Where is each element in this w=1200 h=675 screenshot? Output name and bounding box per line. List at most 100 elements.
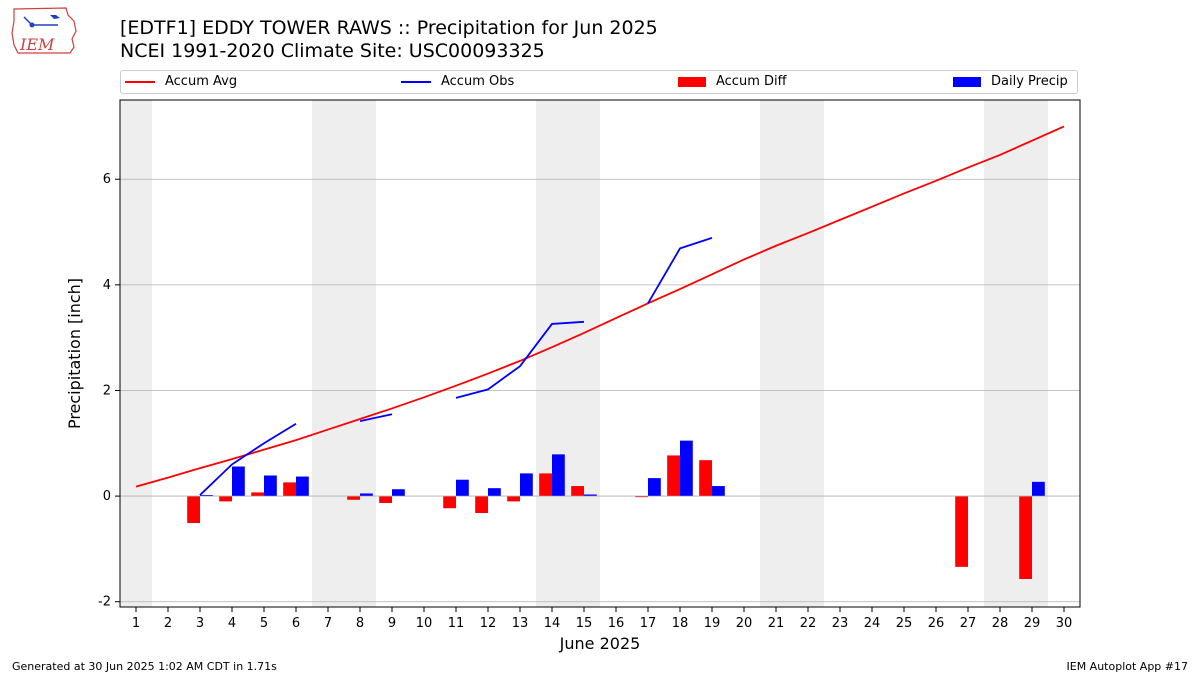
accum-diff-bar (475, 496, 488, 513)
accum-diff-bar (1019, 496, 1032, 580)
x-tick-label: 13 (512, 616, 529, 631)
daily-precip-bar (584, 494, 597, 497)
accum-obs-line-segment-3 (647, 236, 713, 304)
accum-diff-bar (635, 496, 648, 498)
weekend-band-2 (536, 100, 600, 607)
x-tick-label: 3 (196, 616, 204, 631)
x-tick-label: 8 (356, 616, 364, 631)
legend-item-accum-diff: Accum Diff (678, 74, 787, 89)
x-tick-label: 14 (544, 616, 561, 631)
daily-precip-bar (488, 488, 501, 497)
y-tick-label: 4 (103, 278, 111, 293)
accum-diff-bar (347, 496, 360, 500)
x-tick-label: 11 (448, 616, 465, 631)
x-tick-label: 19 (704, 616, 721, 631)
weekend-band-1 (312, 100, 376, 607)
x-tick-label: 5 (260, 616, 268, 631)
accum-diff-bar (507, 496, 520, 502)
daily-precip-bar (680, 440, 693, 497)
x-tick-label: 22 (800, 616, 817, 631)
chart-title: [EDTF1] EDDY TOWER RAWS :: Precipitation… (120, 17, 658, 39)
x-tick-label: 1 (132, 616, 140, 631)
iem-logo: IEM (11, 7, 77, 54)
y-tick-label: 2 (103, 383, 111, 398)
x-axis-label: June 2025 (559, 634, 641, 653)
y-tick-label: 6 (103, 172, 111, 187)
x-tick-label: 18 (672, 616, 689, 631)
accum-diff-bar (571, 486, 584, 497)
accum-diff-bar (219, 496, 232, 502)
legend-label-accum-obs: Accum Obs (441, 74, 515, 89)
x-tick-label: 26 (928, 616, 945, 631)
x-tick-label: 2 (164, 616, 172, 631)
accum-diff-bar (187, 496, 200, 524)
legend-swatch-daily-precip (953, 76, 981, 87)
x-tick-label: 17 (640, 616, 657, 631)
legend-swatch-accum-obs (401, 80, 431, 83)
footer-app-label: IEM Autoplot App #17 (1066, 660, 1189, 673)
logo-text: IEM (19, 35, 55, 54)
y-tick-label: -2 (98, 595, 111, 610)
x-tick-label: 21 (768, 616, 785, 631)
y-tick-label: 0 (103, 489, 111, 504)
accum-avg-line (135, 125, 1065, 488)
accum-diff-bar (539, 473, 552, 497)
chart-subtitle: NCEI 1991-2020 Climate Site: USC00093325 (120, 40, 545, 62)
accum-diff-bar (699, 460, 712, 497)
daily-precip-bar (392, 489, 405, 497)
daily-precip-bar (552, 454, 565, 497)
x-tick-label: 10 (416, 616, 433, 631)
plot-frame (119, 99, 1081, 608)
x-tick-label: 23 (832, 616, 849, 631)
legend-item-accum-obs: Accum Obs (401, 74, 514, 89)
daily-precip-bar (232, 466, 245, 497)
x-tick-label: 28 (992, 616, 1009, 631)
legend-label-accum-avg: Accum Avg (165, 74, 238, 89)
daily-precip-bar (296, 476, 309, 497)
daily-precip-bar (360, 493, 373, 497)
footer-generated-text: Generated at 30 Jun 2025 1:02 AM CDT in … (12, 660, 277, 673)
accum-diff-bar (667, 455, 680, 497)
x-tick-label: 20 (736, 616, 753, 631)
legend-item-daily-precip: Daily Precip (953, 74, 1068, 89)
daily-precip-bar (520, 473, 533, 497)
logo-station-icon (29, 22, 35, 28)
accum-diff-bar (379, 496, 392, 503)
logo-cloud-icon (50, 15, 60, 19)
weekend-band-0 (120, 100, 152, 607)
x-tick-label: 12 (480, 616, 497, 631)
accum-obs-line-segment-0 (199, 422, 297, 496)
x-tick-label: 7 (324, 616, 332, 631)
accum-obs-line-segment-2 (455, 320, 585, 399)
x-tick-label: 25 (896, 616, 913, 631)
legend-item-accum-avg: Accum Avg (125, 74, 237, 89)
accum-diff-bar (283, 482, 296, 497)
iowa-outline-icon (11, 7, 77, 54)
x-tick-label: 30 (1056, 616, 1073, 631)
accum-diff-bar (251, 492, 264, 497)
daily-precip-bar (648, 478, 661, 497)
y-axis-label: Precipitation [inch] (65, 278, 84, 429)
accum-diff-bar (955, 496, 968, 567)
legend-label-daily-precip: Daily Precip (991, 74, 1068, 89)
legend-swatch-accum-avg (125, 80, 155, 83)
x-tick-label: 16 (608, 616, 625, 631)
weekend-band-4 (984, 100, 1048, 607)
x-tick-label: 15 (576, 616, 593, 631)
x-tick-label: 24 (864, 616, 881, 631)
daily-precip-bar (712, 486, 725, 497)
daily-precip-bar (264, 475, 277, 497)
accum-obs-line-segment-1 (359, 413, 393, 422)
x-tick-label: 4 (228, 616, 236, 631)
daily-precip-bar (1032, 481, 1045, 497)
x-tick-label: 29 (1024, 616, 1041, 631)
chart-legend: Accum Avg Accum Obs Accum Diff Daily Pre… (120, 70, 1078, 94)
x-tick-label: 6 (292, 616, 300, 631)
legend-label-accum-diff: Accum Diff (716, 74, 787, 89)
x-tick-label: 9 (388, 616, 396, 631)
accum-diff-bar (443, 496, 456, 509)
x-tick-label: 27 (960, 616, 977, 631)
daily-precip-bar (200, 495, 213, 497)
legend-swatch-accum-diff (678, 76, 706, 87)
